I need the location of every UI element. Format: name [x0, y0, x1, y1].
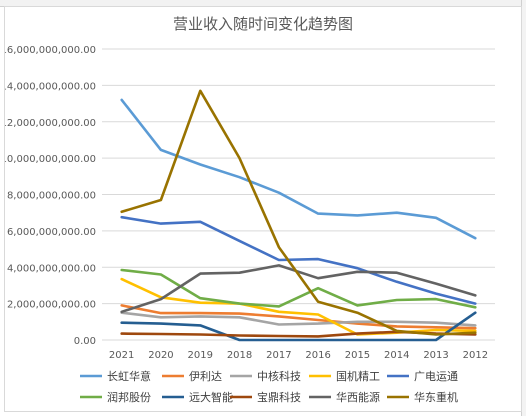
x-tick-label: 2018: [227, 350, 252, 361]
y-tick-label: 6,000,000,000.00: [7, 227, 96, 238]
y-tick-label: 14,000,000,000.00: [5, 81, 96, 92]
y-tick-label: 8,000,000,000.00: [7, 191, 96, 202]
x-tick-label: 2020: [148, 350, 173, 361]
chart-area[interactable]: 营业收入随时间变化趋势图 0.00 2,000,000,000.00 4,000,0…: [1, 6, 522, 412]
legend-label: 中核科技: [257, 369, 301, 383]
legend-label: 长虹华意: [107, 369, 151, 383]
legend-label: 润邦股份: [107, 390, 151, 404]
series-line: [120, 304, 477, 330]
y-tick-label: 12,000,000,000.00: [5, 118, 96, 129]
series-line: [120, 98, 477, 240]
legend-label: 华东重机: [414, 390, 458, 404]
y-axis: 0.00 2,000,000,000.00 4,000,000,000.00 6,00…: [1, 45, 96, 347]
series-line: [120, 89, 477, 336]
legend-label: 远大智能: [189, 390, 233, 404]
series-lines: [120, 89, 477, 342]
x-tick-label: 2015: [345, 350, 370, 361]
series-line: [120, 311, 477, 327]
x-tick-label: 2021: [109, 350, 134, 361]
y-tick-label: 4,000,000,000.00: [7, 263, 96, 274]
y-tick-label: 2,000,000,000.00: [7, 300, 96, 311]
x-tick-label: 2017: [266, 350, 291, 361]
series-line: [120, 311, 477, 342]
legend-label: 广电运通: [414, 370, 458, 383]
y-tick-label: 10,000,000,000.00: [5, 154, 96, 165]
series-line: [120, 215, 477, 305]
x-tick-label: 2016: [305, 350, 330, 361]
x-tick-label: 2013: [423, 350, 448, 361]
series-line: [120, 264, 477, 314]
x-tick-label: 2019: [188, 350, 213, 361]
legend-label: 华西能源: [336, 390, 380, 404]
chart-title: 营业收入随时间变化趋势图: [173, 15, 353, 33]
series-line: [120, 277, 477, 336]
x-tick-label: 2014: [384, 350, 409, 361]
y-tick-label: 0.00: [74, 336, 96, 347]
x-axis: 2021 2020 2019 2018 2017 2016 2015 2014 2013 2012: [109, 350, 488, 361]
x-tick-label: 2012: [463, 350, 488, 361]
legend-label: 宝鼎科技: [257, 390, 301, 404]
legend-label: 伊利达: [189, 370, 222, 383]
y-tick-label: 16,000,000,000.00: [5, 45, 96, 56]
legend-label: 国机精工: [336, 369, 380, 383]
line-chart: 营业收入随时间变化趋势图 0.00 2,000,000,000.00 4,000,0…: [1, 15, 495, 404]
